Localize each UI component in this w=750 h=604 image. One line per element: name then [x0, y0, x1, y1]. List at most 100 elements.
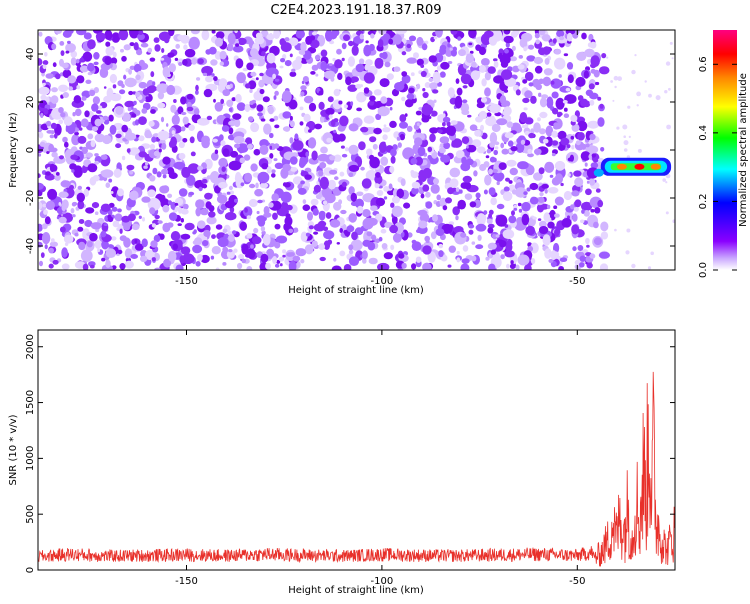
noise-blob [175, 264, 184, 270]
noise-blob [45, 73, 54, 79]
noise-blob [255, 32, 263, 39]
noise-blob [533, 122, 541, 133]
noise-blob [222, 148, 230, 157]
noise-blob [95, 32, 106, 41]
noise-blob [82, 228, 91, 241]
noise-blob [160, 116, 165, 123]
noise-blob [96, 110, 102, 114]
noise-blob [488, 263, 496, 270]
noise-blob [395, 30, 407, 35]
noise-blob [416, 58, 424, 66]
noise-blob [482, 214, 487, 222]
noise-blob [390, 155, 396, 164]
noise-blob [288, 99, 298, 110]
noise-blob [599, 263, 609, 270]
noise-blob [665, 211, 669, 215]
noise-blob [563, 113, 570, 118]
noise-blob [561, 218, 572, 228]
noise-blob [406, 43, 412, 49]
noise-blob [253, 227, 259, 234]
noise-blob [203, 88, 213, 98]
noise-blob [526, 187, 531, 192]
noise-blob [550, 80, 555, 85]
noise-blob [468, 30, 477, 39]
noise-blob [580, 151, 591, 161]
noise-blob [133, 42, 139, 51]
noise-blob [528, 82, 534, 87]
noise-blob [266, 166, 272, 174]
noise-blob [515, 89, 521, 96]
noise-blob [570, 204, 575, 210]
noise-blob [42, 60, 49, 66]
noise-blob [131, 113, 137, 118]
noise-blob [355, 63, 365, 73]
noise-blob [538, 226, 549, 234]
noise-blob [38, 182, 44, 190]
noise-blob [401, 262, 407, 269]
noise-blob [408, 87, 415, 94]
noise-blob [517, 64, 525, 70]
noise-blob [341, 42, 347, 50]
noise-blob [396, 188, 405, 199]
noise-blob [273, 143, 280, 149]
noise-blob [121, 215, 131, 223]
noise-blob [38, 201, 43, 210]
noise-blob [374, 57, 384, 69]
noise-blob [552, 38, 557, 44]
noise-blob [284, 60, 292, 67]
noise-blob [214, 51, 222, 60]
noise-blob [600, 147, 605, 152]
noise-blob [215, 224, 223, 230]
noise-blob [260, 226, 266, 232]
noise-blob [501, 148, 509, 155]
noise-blob [211, 246, 221, 255]
noise-blob [182, 59, 188, 66]
noise-blob [499, 54, 511, 65]
noise-blob [202, 72, 208, 77]
noise-blob [208, 205, 215, 212]
noise-blob [579, 255, 586, 262]
noise-blob [308, 129, 312, 133]
noise-blob [42, 203, 47, 208]
noise-blob [93, 52, 100, 60]
noise-blob [101, 169, 114, 178]
noise-blob [384, 221, 392, 228]
colorbar: 0.0 0.2 0.4 0.6 Normalized spectral amplitu… [698, 30, 749, 278]
noise-blob [208, 46, 217, 55]
noise-blob [96, 128, 102, 135]
noise-blob [52, 259, 59, 265]
noise-blob [219, 50, 227, 60]
noise-blob [291, 68, 296, 73]
noise-blob [51, 43, 57, 50]
noise-blob [289, 115, 293, 121]
noise-blob [50, 130, 55, 135]
noise-blob [599, 103, 604, 109]
noise-blob [218, 157, 228, 168]
noise-blob [49, 147, 58, 153]
noise-blob [416, 83, 421, 90]
noise-blob [420, 64, 425, 68]
noise-blob [567, 74, 574, 84]
noise-blob [228, 160, 242, 171]
signal-peak [634, 163, 645, 170]
noise-blob [333, 129, 337, 134]
noise-blob [505, 177, 510, 182]
noise-blob [447, 264, 452, 268]
noise-blob [369, 156, 380, 169]
noise-blob [435, 30, 443, 38]
noise-blob [224, 212, 237, 221]
noise-blob [118, 30, 129, 41]
noise-blob [584, 48, 595, 58]
noise-blob [527, 217, 536, 227]
noise-blob [366, 231, 373, 237]
noise-blob [288, 37, 299, 46]
noise-blob [141, 238, 148, 248]
noise-blob [544, 188, 548, 194]
noise-blob [558, 74, 562, 78]
noise-blob [494, 141, 500, 146]
noise-blob [268, 81, 273, 84]
noise-blob [541, 183, 549, 189]
noise-blob [539, 128, 546, 135]
noise-blob [58, 84, 69, 93]
noise-blob [222, 262, 227, 266]
